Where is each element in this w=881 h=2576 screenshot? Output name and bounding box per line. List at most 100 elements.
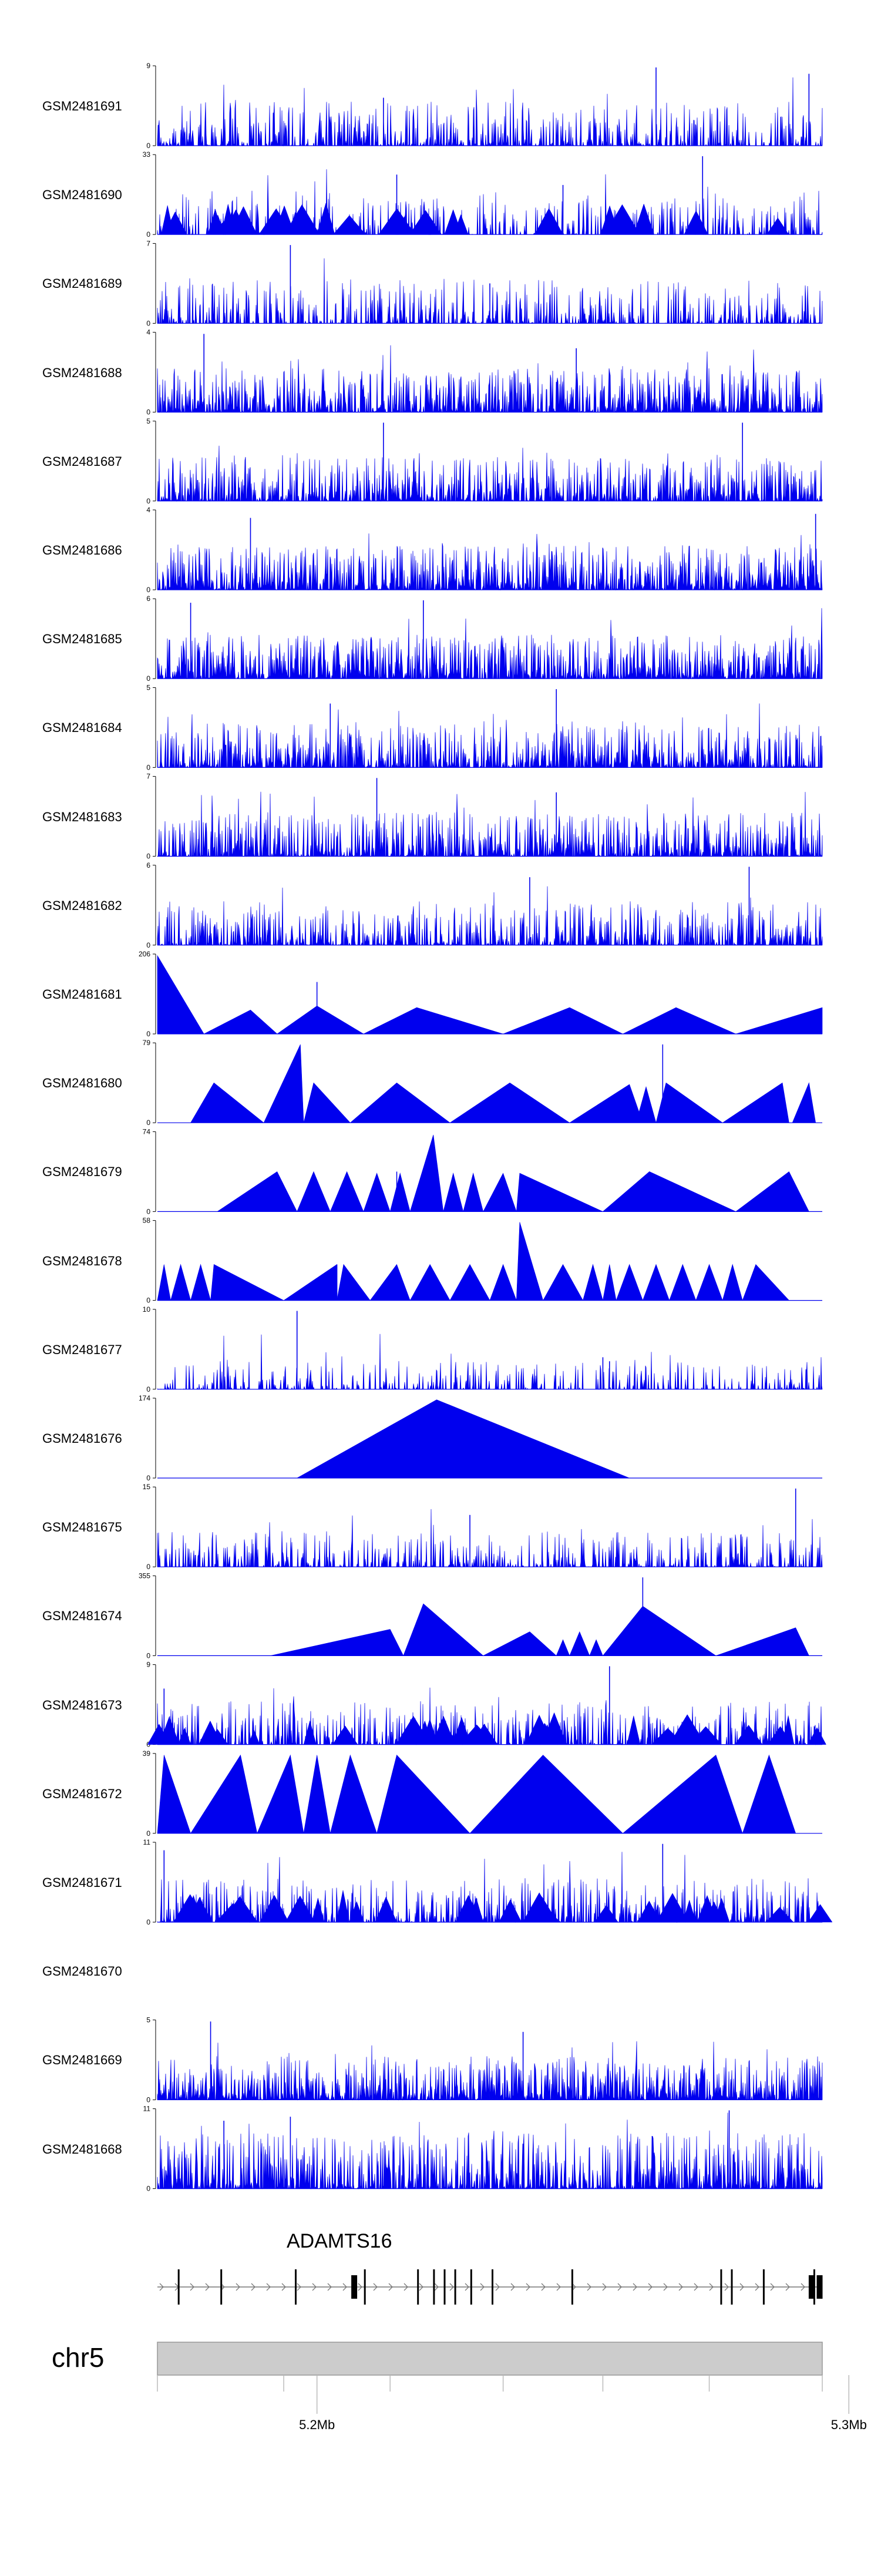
strand-arrow bbox=[571, 2283, 576, 2291]
y-min-label: 0 bbox=[146, 1207, 150, 1215]
y-min-label: 0 bbox=[146, 2095, 150, 2104]
track-label: GSM2481669 bbox=[42, 2053, 122, 2068]
strand-arrow bbox=[510, 2283, 515, 2291]
coverage-area bbox=[157, 1509, 823, 1568]
track: 70 bbox=[146, 239, 823, 327]
strand-arrow bbox=[159, 2283, 164, 2291]
y-min-label: 0 bbox=[146, 1119, 150, 1127]
exon bbox=[351, 2275, 358, 2299]
coverage-area bbox=[157, 886, 823, 946]
coverage-area bbox=[157, 1334, 823, 1391]
track: 90 bbox=[146, 62, 823, 150]
track: 50 bbox=[146, 417, 823, 505]
track-label: GSM2481676 bbox=[42, 1431, 122, 1446]
track-label: GSM2481688 bbox=[42, 365, 122, 380]
coverage-area bbox=[157, 2112, 823, 2189]
coverage-area bbox=[190, 1044, 816, 1123]
strand-arrow bbox=[480, 2283, 485, 2291]
strand-arrow bbox=[770, 2283, 775, 2291]
coverage-area bbox=[296, 1399, 630, 1479]
track: 10 0 bbox=[143, 1305, 823, 1393]
axis-tick-label: 5.3Mb bbox=[831, 2417, 867, 2432]
y-max-label: 5 bbox=[146, 417, 150, 425]
exon bbox=[364, 2269, 366, 2305]
track: 11 0 bbox=[143, 1838, 833, 1926]
y-min-label: 0 bbox=[146, 674, 150, 683]
exon bbox=[492, 2269, 493, 2305]
axis-tick-label: 5.2Mb bbox=[299, 2417, 335, 2432]
exon bbox=[808, 2275, 815, 2299]
track: 79 0 bbox=[143, 1039, 822, 1127]
y-min-label: 0 bbox=[146, 852, 150, 861]
strand-arrow bbox=[190, 2283, 194, 2291]
y-max-label: 5 bbox=[146, 683, 150, 691]
y-max-label: 33 bbox=[143, 150, 151, 159]
exon bbox=[816, 2275, 823, 2299]
coverage-area bbox=[270, 1603, 809, 1656]
track-label: GSM2481687 bbox=[42, 454, 122, 469]
y-max-label: 9 bbox=[146, 62, 150, 70]
y-max-label: 9 bbox=[146, 1661, 150, 1669]
strand-arrow bbox=[617, 2283, 622, 2291]
y-min-label: 0 bbox=[146, 941, 150, 949]
coverage-area bbox=[157, 345, 823, 413]
strand-arrow bbox=[419, 2283, 423, 2291]
track: 33 0 bbox=[143, 150, 823, 239]
strand-arrow bbox=[266, 2283, 271, 2291]
y-max-label: 4 bbox=[146, 328, 150, 337]
coverage-area bbox=[173, 1890, 833, 1923]
track-label: GSM2481678 bbox=[42, 1253, 122, 1268]
exon bbox=[470, 2269, 472, 2305]
strand-arrow bbox=[739, 2283, 744, 2291]
strand-arrow bbox=[556, 2283, 561, 2291]
coverage-area bbox=[157, 2041, 823, 2101]
coverage-area bbox=[157, 791, 823, 857]
track-label: GSM2481672 bbox=[42, 1786, 122, 1801]
coverage-area bbox=[216, 1134, 809, 1212]
y-max-label: 7 bbox=[146, 773, 150, 781]
y-min-label: 0 bbox=[146, 230, 150, 239]
exon bbox=[813, 2269, 815, 2305]
exon bbox=[731, 2269, 733, 2305]
strand-arrow bbox=[358, 2283, 362, 2291]
chromosome-label: chr5 bbox=[52, 2342, 105, 2373]
track-label: GSM2481686 bbox=[42, 543, 122, 557]
y-max-label: 355 bbox=[139, 1571, 150, 1580]
strand-arrow bbox=[342, 2283, 347, 2291]
track-label: GSM2481683 bbox=[42, 809, 122, 824]
coverage-area bbox=[157, 608, 823, 680]
coverage-area bbox=[157, 77, 823, 147]
track-label: GSM2481689 bbox=[42, 276, 122, 291]
track: 60 bbox=[146, 861, 823, 949]
strand-arrow bbox=[312, 2283, 317, 2291]
strand-arrow bbox=[541, 2283, 546, 2291]
gene-name: ADAMTS16 bbox=[287, 2230, 392, 2252]
strand-arrow bbox=[694, 2283, 698, 2291]
y-min-label: 0 bbox=[146, 1563, 150, 1571]
track-label: GSM2481682 bbox=[42, 898, 122, 913]
track-label: GSM2481685 bbox=[42, 632, 122, 647]
track-label: GSM2481679 bbox=[42, 1164, 122, 1180]
exon bbox=[220, 2269, 223, 2305]
track: 40 bbox=[146, 506, 823, 594]
coverage-area bbox=[157, 533, 823, 591]
exon bbox=[762, 2269, 765, 2305]
y-min-label: 0 bbox=[146, 1385, 150, 1393]
y-min-label: 0 bbox=[146, 1918, 150, 1926]
track: 70 bbox=[146, 773, 823, 861]
strand-arrow bbox=[602, 2283, 607, 2291]
strand-arrow bbox=[785, 2283, 790, 2291]
strand-arrow bbox=[633, 2283, 637, 2291]
y-min-label: 0 bbox=[146, 763, 150, 771]
strand-arrow bbox=[648, 2283, 653, 2291]
coverage-area bbox=[157, 1754, 796, 1834]
y-min-label: 0 bbox=[146, 142, 150, 150]
strand-arrow bbox=[327, 2283, 332, 2291]
y-max-label: 11 bbox=[143, 2105, 151, 2113]
track-label: GSM2481671 bbox=[42, 1875, 122, 1890]
track-label: GSM2481680 bbox=[42, 1076, 122, 1091]
y-min-label: 0 bbox=[146, 319, 150, 327]
y-min-label: 0 bbox=[146, 1474, 150, 1482]
